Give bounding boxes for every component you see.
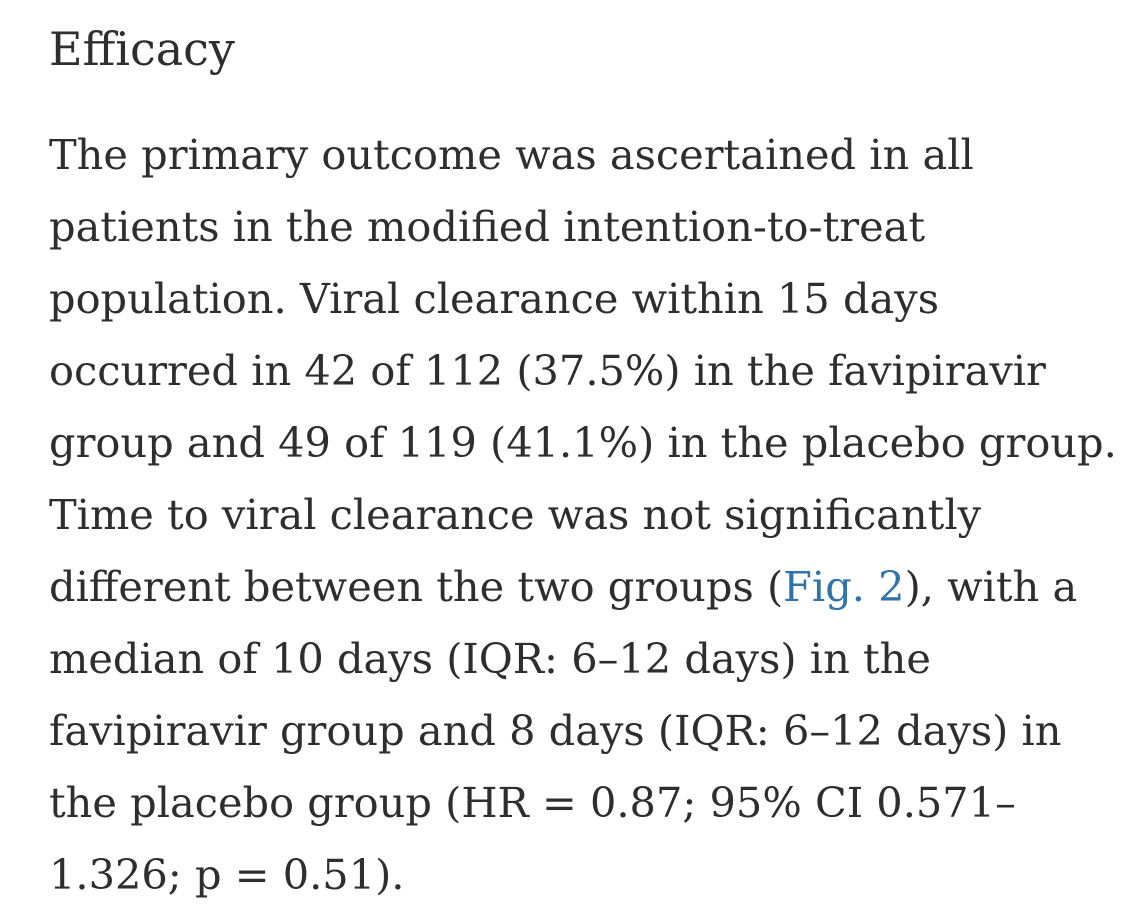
paragraph-line: The primary outcome was ascertained in a… (49, 130, 974, 179)
paragraph-line: Time to viral clearance was not signific… (49, 490, 982, 539)
paragraph-line: occurred in 42 of 112 (37.5%) in the fav… (49, 346, 1046, 395)
paragraph-line: the placebo group (HR = 0.87; 95% CI 0.5… (49, 778, 1016, 827)
paragraph-line: population. Viral clearance within 15 da… (49, 274, 940, 323)
section-heading: Efficacy (49, 22, 235, 76)
paragraph-line: different between the two groups (Fig. 2… (49, 551, 1109, 623)
paragraph-line: group and 49 of 119 (41.1%) in the place… (49, 418, 1117, 467)
paragraph-line: median of 10 days (IQR: 6–12 days) in th… (49, 634, 931, 683)
paragraph-line: patients in the modified intention-to-tr… (49, 202, 926, 251)
efficacy-paragraph: The primary outcome was ascertained in a… (49, 119, 1117, 911)
paragraph-line: 1.326; p = 0.51). (49, 850, 405, 899)
paragraph-line: favipiravir group and 8 days (IQR: 6–12 … (49, 706, 1062, 755)
paragraph-text: different between the two groups ( (49, 562, 784, 611)
article-section: Efficacy The primary outcome was ascerta… (49, 18, 1117, 911)
figure-2-link[interactable]: Fig. 2 (783, 562, 905, 611)
paragraph-text: ), with a (904, 562, 1078, 611)
